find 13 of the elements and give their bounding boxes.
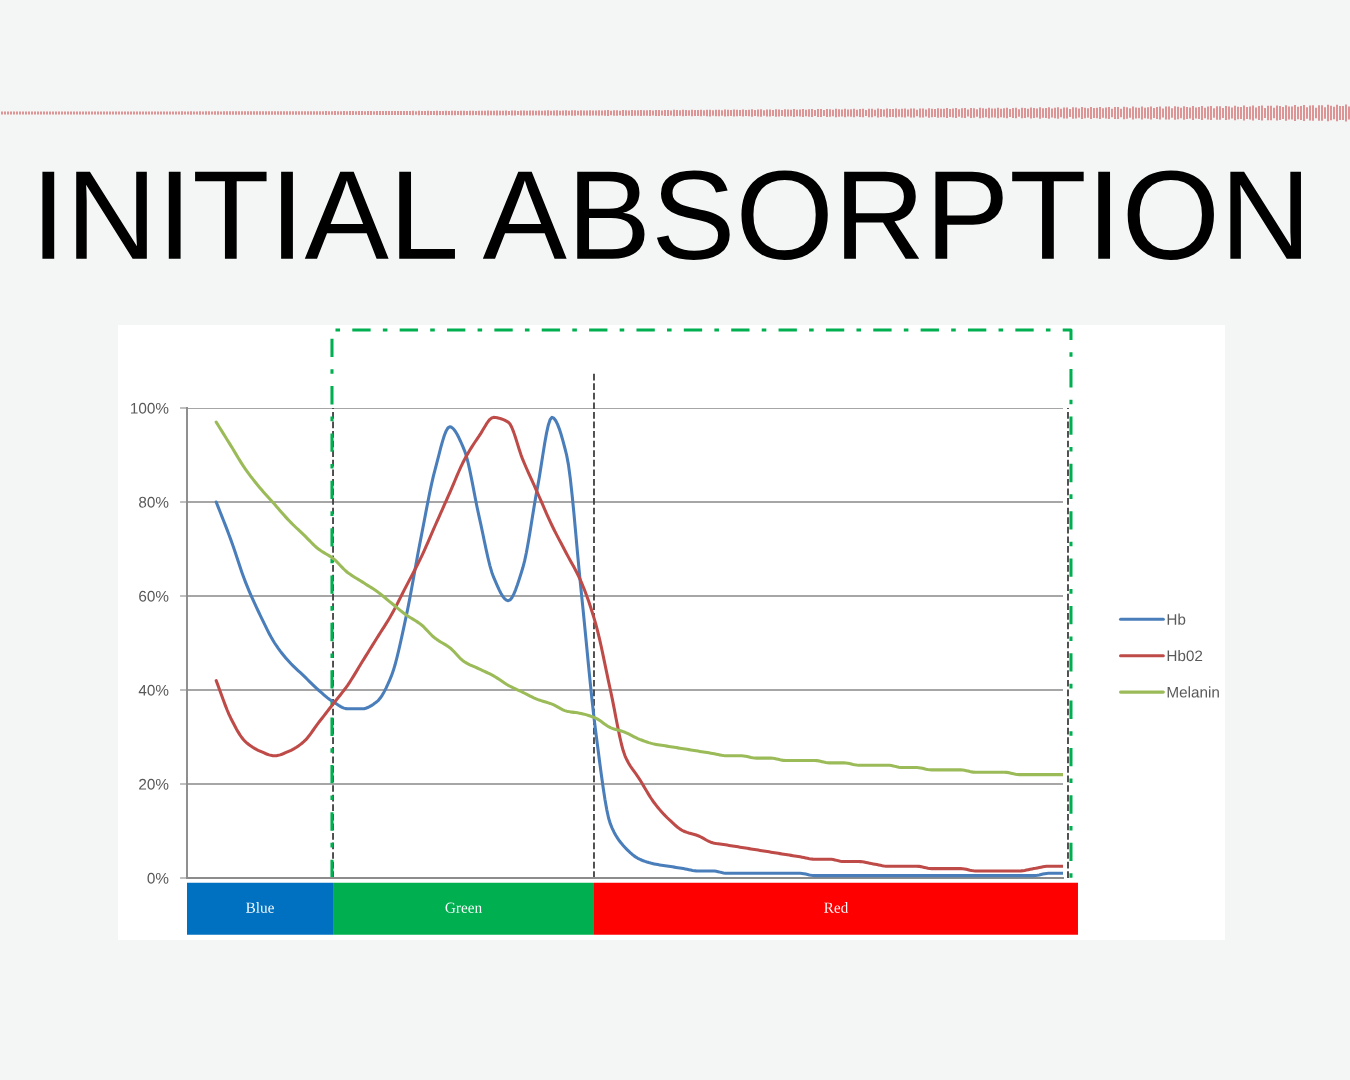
y-tick-label: 80% — [139, 496, 169, 508]
legend-label: Hb — [1167, 613, 1186, 625]
y-tick-label: 100% — [131, 402, 169, 414]
text: Blue — [246, 902, 274, 913]
legend-label: Hb02 — [1167, 649, 1203, 662]
y-tick-label: 0% — [147, 872, 169, 884]
chart-title: INITIAL ABSORPTION — [42, 170, 1301, 260]
y-tick-label: 60% — [139, 590, 169, 602]
text: Green — [445, 902, 482, 913]
y-tick-label: 40% — [138, 684, 169, 696]
legend-label: Melanin — [1167, 686, 1219, 698]
y-tick-label: 20% — [139, 778, 169, 790]
text: Red — [824, 902, 849, 913]
